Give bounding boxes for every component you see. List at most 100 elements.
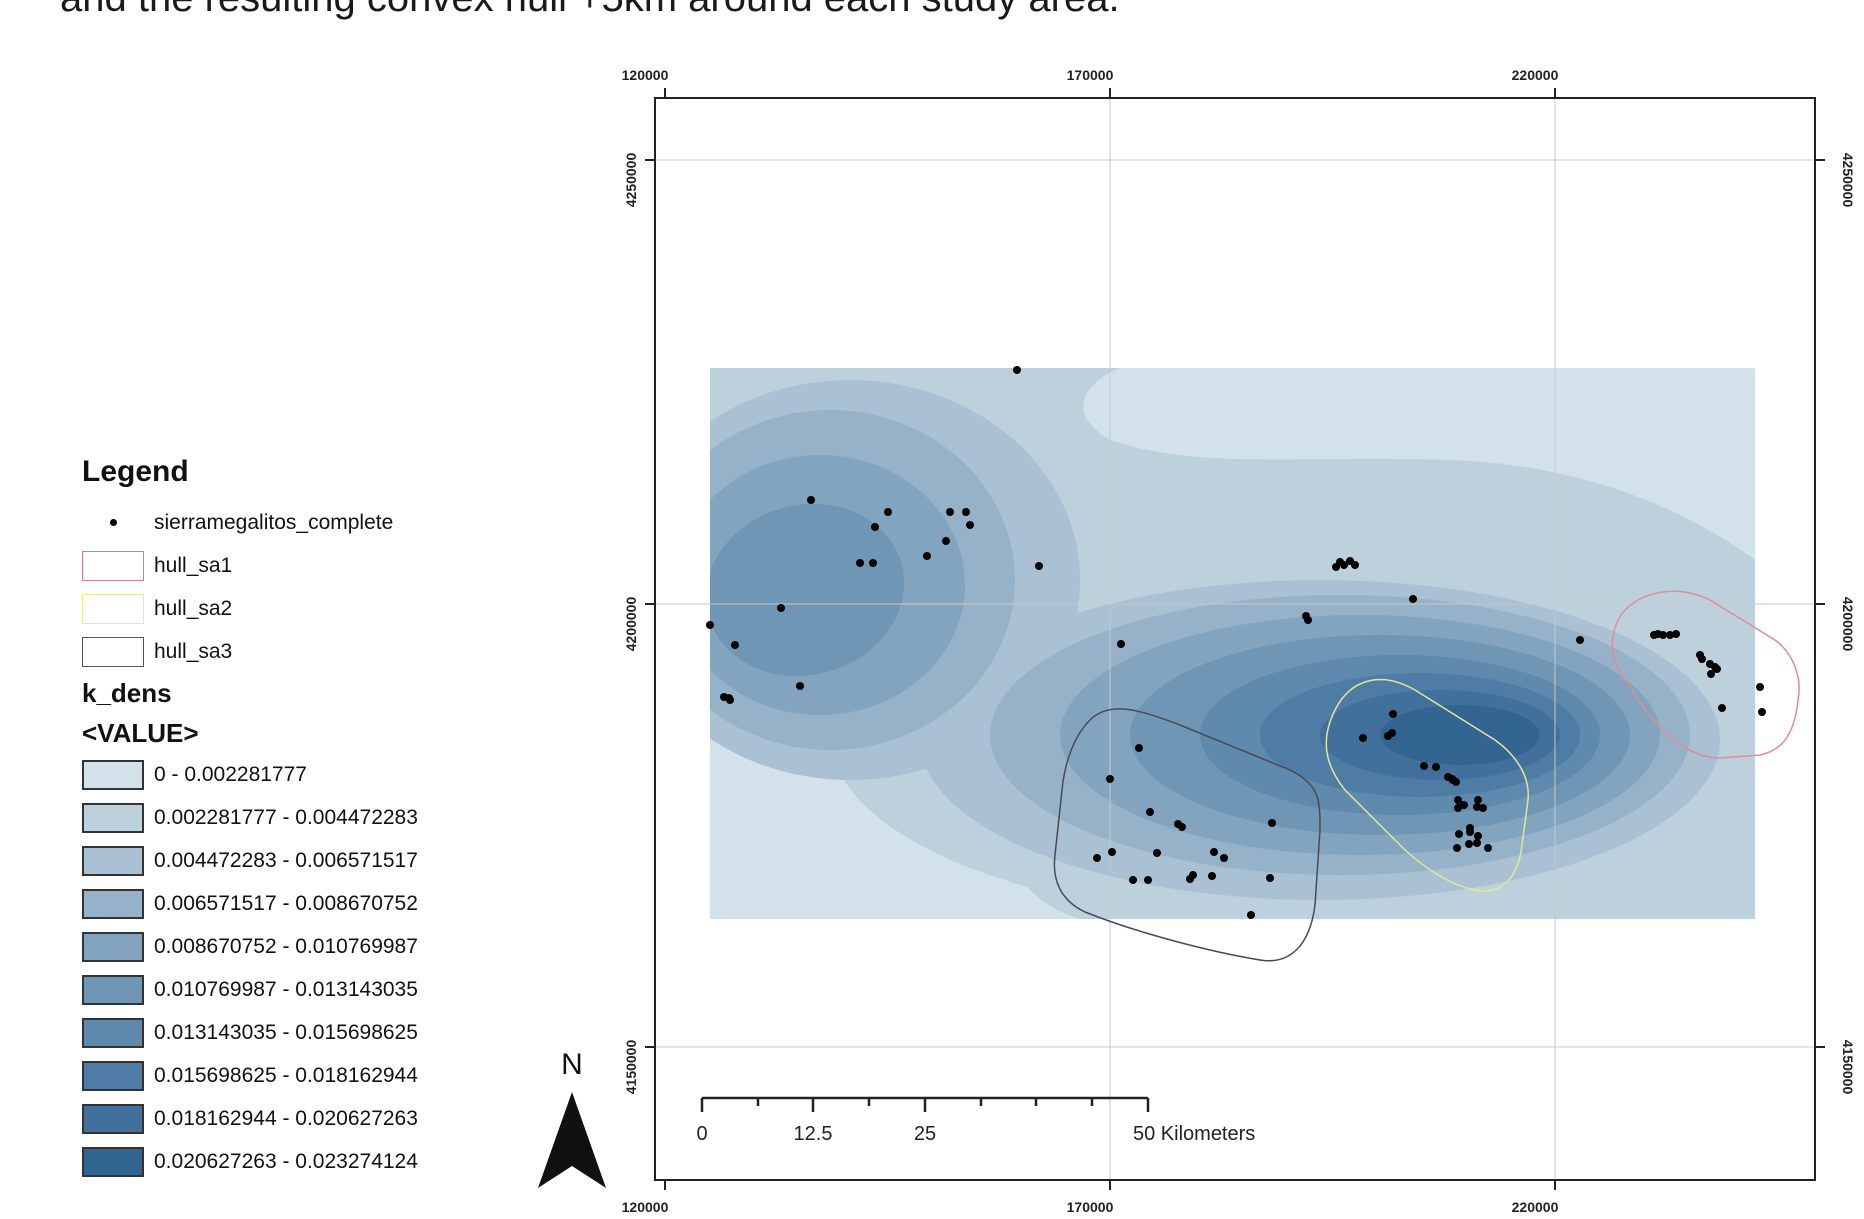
legend-item-density-class: 0.013143035 - 0.015698625 [82,1011,502,1054]
site-point [796,682,804,690]
legend-item-density-class: 0.018162944 - 0.020627263 [82,1097,502,1140]
legend-item-density-class: 0.010769987 - 0.013143035 [82,968,502,1011]
legend-item-density-class: 0.002281777 - 0.004472283 [82,796,502,839]
legend-label: 0.013143035 - 0.015698625 [154,1020,418,1044]
legend-label: 0.006571517 - 0.008670752 [154,891,418,915]
site-point [1718,704,1726,712]
site-point [706,621,714,629]
legend-label: 0.004472283 - 0.006571517 [154,848,418,872]
north-arrow-icon: N [538,1048,606,1188]
site-point [1666,631,1674,639]
site-point [1420,762,1428,770]
legend-label: hull_sa3 [154,639,233,663]
scale-label: 12.5 [794,1123,833,1145]
legend-label: 0.002281777 - 0.004472283 [154,805,418,829]
legend-item-density-class: 0.008670752 - 0.010769987 [82,925,502,968]
site-point [1146,808,1154,816]
site-point [1178,823,1186,831]
site-point [1389,710,1397,718]
site-point [725,694,733,702]
x-tick-label: 120000 [622,1199,669,1214]
y-tick-label: 4200000 [1840,597,1856,652]
legend-label: 0.015698625 - 0.018162944 [154,1063,418,1087]
site-point [1220,854,1228,862]
site-point [1452,778,1460,786]
site-point [1576,636,1584,644]
site-point [856,559,864,567]
site-point [731,641,739,649]
x-tick-label: 170000 [1067,67,1114,83]
site-point [884,508,892,516]
site-point [1359,734,1367,742]
legend-item-hull-sa1: hull_sa1 [82,544,502,587]
site-point [1474,796,1482,804]
site-point [942,537,950,545]
y-tick-label: 4250000 [1840,153,1856,208]
site-point [1473,839,1481,847]
legend-title: Legend [82,455,189,488]
point-symbol-icon [82,508,144,538]
site-point [1117,640,1125,648]
scale-bar [700,1096,1150,1112]
site-point [1713,665,1721,673]
legend-label: sierramegalitos_complete [154,510,394,534]
legend-item-points: sierramegalitos_complete [82,501,502,544]
y-tick-label: 4150000 [1840,1040,1856,1095]
site-point [1135,744,1143,752]
x-tick-label: 170000 [1067,1199,1114,1214]
x-tick-label: 120000 [622,67,669,83]
site-point [1108,848,1116,856]
north-label: N [561,1048,583,1081]
color-swatch-icon [82,802,144,833]
y-tick-label: 4200000 [623,597,639,652]
map-neatline [654,97,1816,1181]
hull-sa1-outline [1611,590,1800,759]
hull-outline-icon [82,636,144,667]
site-point [1106,775,1114,783]
legend-item-hull-sa3: hull_sa3 [82,630,502,673]
site-point [962,508,970,516]
site-point [1189,871,1197,879]
color-swatch-icon [82,845,144,876]
site-points [706,366,1766,919]
scale-label: 25 [914,1123,936,1145]
hull-sa3-outline [1053,708,1321,962]
site-point [1013,366,1021,374]
x-tick-label: 220000 [1512,67,1559,83]
site-point [1707,670,1715,678]
legend-label: 0.008670752 - 0.010769987 [154,934,418,958]
scale-label: 50 Kilometers [1133,1123,1255,1145]
site-point [1247,911,1255,919]
site-point [923,552,931,560]
site-point [1453,844,1461,852]
color-swatch-icon [82,1017,144,1048]
legend-label: hull_sa2 [154,596,233,620]
site-point [966,521,974,529]
y-tick-label: 4250000 [623,153,639,208]
site-point [1758,708,1766,716]
site-point [1035,562,1043,570]
scale-label: 0 [696,1123,707,1145]
site-point [777,604,785,612]
site-point [1465,840,1473,848]
site-point [1479,804,1487,812]
raster-field: <VALUE> [82,718,199,748]
color-swatch-icon [82,1146,144,1177]
site-point [1455,830,1463,838]
site-point [1093,854,1101,862]
map-caption: and the resulting convex hull +5km aroun… [60,0,1120,22]
y-tick-label: 4150000 [623,1040,639,1095]
site-point [1698,655,1706,663]
raster-name: k_dens [82,678,172,708]
site-point [1304,616,1312,624]
legend-label: 0.020627263 - 0.023274124 [154,1149,418,1173]
site-point [1672,630,1680,638]
legend-item-density-class: 0.020627263 - 0.023274124 [82,1140,502,1183]
color-swatch-icon [82,759,144,790]
legend-label: 0.010769987 - 0.013143035 [154,977,418,1001]
color-swatch-icon [82,888,144,919]
frame-ticks [645,88,1825,1190]
legend-item-density-class: 0.004472283 - 0.006571517 [82,839,502,882]
color-swatch-icon [82,1060,144,1091]
